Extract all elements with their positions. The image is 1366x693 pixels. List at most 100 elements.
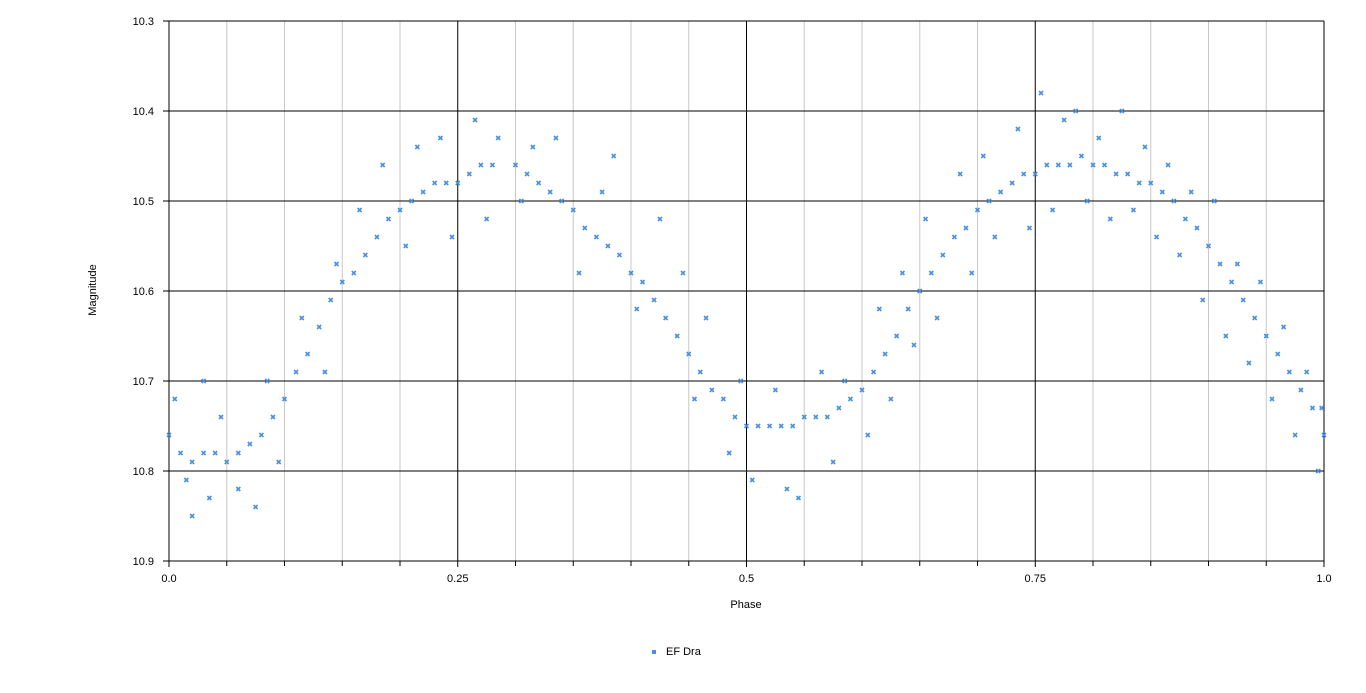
data-point — [328, 297, 334, 303]
data-point — [894, 333, 900, 339]
data-point — [870, 369, 877, 375]
data-point — [911, 342, 917, 348]
data-point — [339, 279, 345, 285]
data-point — [1148, 180, 1154, 186]
data-point — [218, 414, 224, 420]
data-point — [1223, 333, 1229, 339]
data-point — [443, 180, 449, 186]
data-point — [1263, 333, 1269, 339]
grid — [168, 20, 1325, 562]
data-point — [963, 225, 969, 231]
data-point — [478, 162, 484, 168]
data-point — [899, 270, 905, 276]
data-point — [362, 252, 368, 258]
data-point — [582, 225, 588, 231]
data-point — [547, 189, 553, 195]
data-point — [1050, 207, 1056, 213]
x-tick-label: 0.5 — [739, 573, 754, 585]
data-point — [322, 369, 328, 375]
data-point — [795, 495, 802, 501]
data-point — [674, 333, 680, 339]
data-point — [1165, 162, 1171, 168]
data-point — [1113, 171, 1119, 177]
data-point — [928, 270, 934, 276]
data-point — [420, 189, 426, 195]
y-tick-label: 10.3 — [133, 16, 154, 28]
y-tick-label: 10.4 — [133, 106, 154, 118]
data-point — [1136, 180, 1142, 186]
data-point — [253, 504, 259, 510]
data-point — [726, 450, 732, 456]
data-point — [1067, 162, 1073, 168]
data-point — [651, 297, 657, 303]
data-point — [495, 135, 501, 141]
data-point — [247, 441, 253, 447]
y-tick-label: 10.7 — [133, 376, 154, 388]
data-point — [686, 351, 692, 357]
data-point — [1321, 432, 1327, 438]
data-point — [1101, 162, 1108, 168]
data-point — [1090, 162, 1096, 168]
data-point — [1269, 396, 1275, 402]
data-point — [177, 450, 184, 456]
data-point — [357, 207, 363, 213]
legend-marker-icon — [652, 650, 656, 654]
data-point — [1188, 189, 1194, 195]
data-point — [720, 396, 726, 402]
data-point — [316, 324, 322, 330]
data-point — [1009, 180, 1015, 186]
data-point — [189, 459, 195, 465]
data-point — [206, 495, 212, 501]
data-point — [484, 216, 490, 222]
data-point — [969, 270, 975, 276]
data-point — [1257, 279, 1264, 285]
data-point — [836, 405, 842, 411]
data-point — [374, 234, 380, 240]
data-point — [351, 270, 357, 276]
data-point — [235, 486, 241, 492]
data-point — [1229, 279, 1235, 285]
data-point — [703, 315, 709, 321]
data-point — [1073, 108, 1079, 114]
data-point — [1246, 360, 1252, 366]
data-point — [628, 270, 634, 276]
data-point — [408, 198, 415, 204]
data-point — [1078, 153, 1085, 159]
data-point — [281, 396, 288, 402]
data-point — [749, 477, 755, 483]
data-point — [305, 351, 311, 357]
data-point — [1096, 135, 1102, 141]
data-point — [559, 198, 565, 204]
data-point — [512, 162, 519, 168]
data-point — [1021, 171, 1027, 177]
data-point — [917, 288, 923, 294]
data-point — [882, 351, 888, 357]
data-point — [951, 234, 957, 240]
data-point — [189, 513, 195, 519]
data-point — [1286, 369, 1292, 375]
data-point — [183, 477, 189, 483]
data-point — [333, 261, 340, 267]
data-point — [1159, 189, 1165, 195]
data-point — [201, 378, 207, 384]
data-point — [599, 189, 605, 195]
data-point — [1211, 198, 1217, 204]
data-point — [1130, 207, 1136, 213]
data-point — [709, 387, 715, 393]
data-point — [876, 306, 882, 312]
data-point — [172, 396, 178, 402]
data-point — [616, 252, 623, 258]
data-point — [778, 423, 784, 429]
data-point — [264, 378, 270, 384]
data-point — [755, 423, 761, 429]
data-point — [1084, 198, 1090, 204]
data-point — [1119, 108, 1125, 114]
data-point — [466, 171, 472, 177]
data-point — [1234, 261, 1240, 267]
data-point — [998, 189, 1004, 195]
data-point — [992, 234, 998, 240]
data-point — [1142, 144, 1148, 150]
data-point — [813, 414, 819, 420]
data-point — [1171, 198, 1177, 204]
data-point — [859, 387, 865, 393]
